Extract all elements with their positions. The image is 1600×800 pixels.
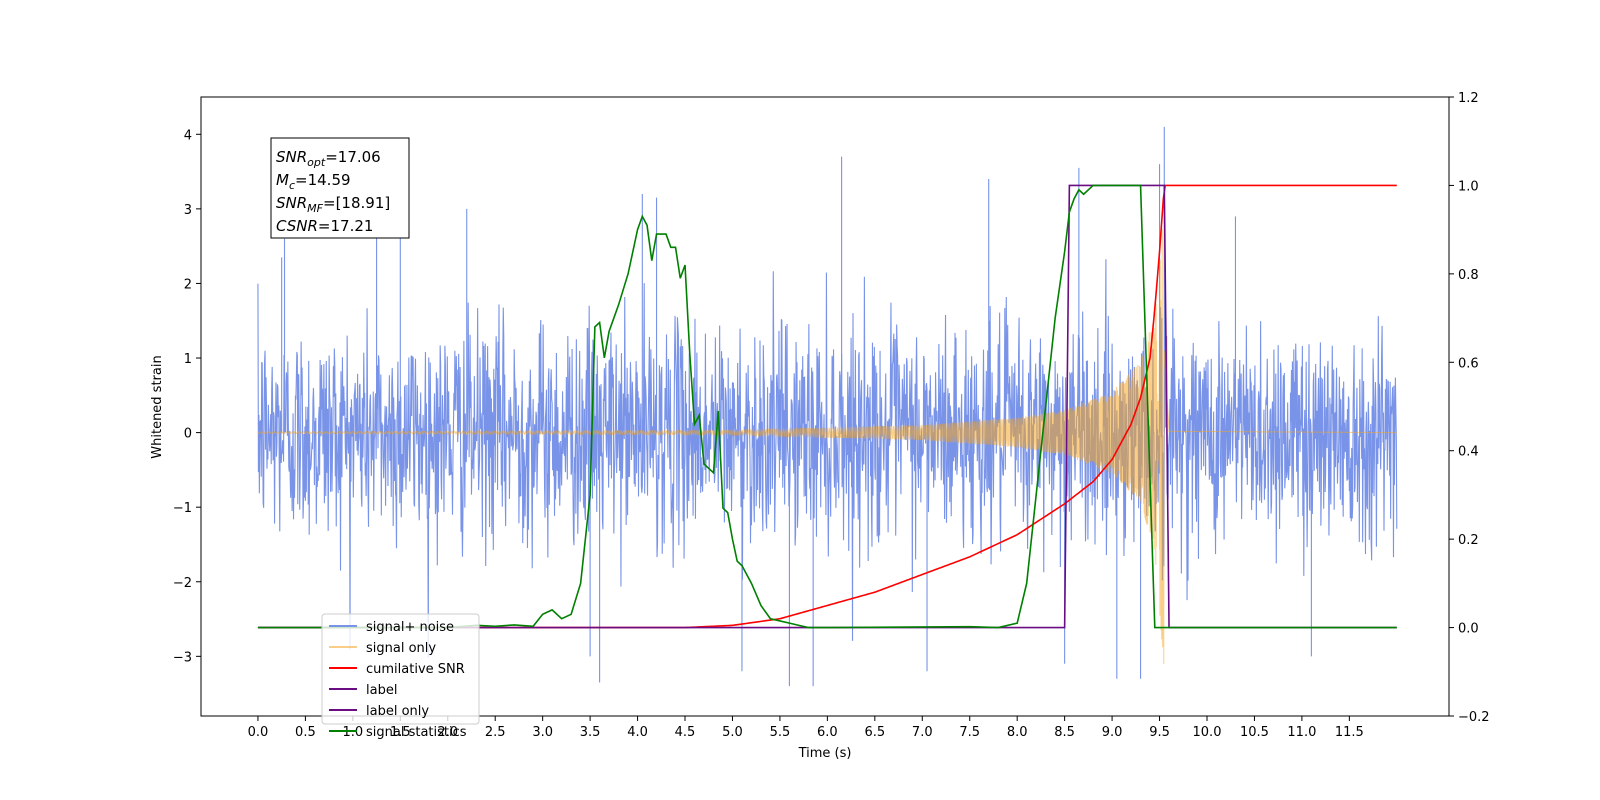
y2-tick-label: 1.2: [1458, 91, 1479, 106]
x-tick-label: 2.5: [485, 725, 506, 740]
x-tick-label: 7.0: [912, 725, 933, 740]
stats-box: SNRopt=17.06Mc=14.59SNRMF=[18.91]CSNR=17…: [270, 137, 410, 239]
legend-label: signal only: [366, 641, 436, 656]
stats-symbol: M: [276, 171, 289, 189]
stats-line: SNRMF=[18.91]: [276, 194, 390, 215]
stats-box-frame: [270, 137, 410, 239]
x-tick-label: 8.0: [1007, 725, 1028, 740]
x-tick-label: 4.5: [675, 725, 696, 740]
stats-symbol: SNR: [276, 194, 307, 212]
x-tick-label: 4.0: [627, 725, 648, 740]
series-signal-only-line: [257, 228, 1397, 664]
x-tick-label: 1.5: [390, 725, 411, 740]
stats-subscript: MF: [307, 202, 323, 215]
legend-label: label only: [366, 704, 429, 719]
stats-symbol: SNR: [276, 148, 307, 166]
x-tick-label: 2.0: [437, 725, 458, 740]
stats-line: SNRopt=17.06: [276, 148, 381, 169]
y2-tick-label: 0.4: [1458, 445, 1479, 460]
x-tick-label: 11.5: [1335, 725, 1364, 740]
y-axis-label: Whitened strain: [150, 355, 165, 458]
series-signal-statistics-line: [257, 184, 1397, 629]
legend-label: signal statistics: [366, 725, 467, 740]
x-tick-label: 9.5: [1149, 725, 1170, 740]
y2-tick-label: 1.0: [1458, 179, 1479, 194]
y2-tick-label: 0.8: [1458, 268, 1479, 283]
y-tick-label: 2: [184, 277, 192, 292]
legend: signal+ noise signal only cumilative SNR la…: [321, 613, 480, 740]
series-signal-noise-line: [257, 259, 1398, 658]
x-axis-label: Time (s): [798, 746, 852, 761]
y-tick-label: −3: [173, 650, 192, 665]
x-tick-label: 3.5: [580, 725, 601, 740]
x-tick-label: 6.0: [817, 725, 838, 740]
x-tick-label: 11.0: [1287, 725, 1316, 740]
y-tick-label: 3: [184, 203, 192, 218]
y-tick-label: 4: [184, 128, 192, 143]
y-tick-label: 0: [184, 427, 192, 442]
x-tick-label: 9.0: [1102, 725, 1123, 740]
legend-label: signal+ noise: [366, 620, 454, 635]
plot-frame: [200, 96, 1450, 717]
stats-value: =14.59: [295, 171, 351, 189]
stats-value: =17.21: [318, 217, 374, 235]
axes-layer: 0.0 0.5 1.0 1.5 2.0 2.5 3.0 3.5 4.0 4.5 5.0 5.5 6.0 6…: [173, 91, 1490, 740]
x-tick-label: 0.0: [248, 725, 269, 740]
x-tick-label: 10.0: [1193, 725, 1222, 740]
y2-tick-label: 0.2: [1458, 533, 1479, 548]
y2-tick-label: 0.0: [1458, 622, 1479, 637]
legend-label: label: [366, 683, 397, 698]
x-tick-label: 10.5: [1240, 725, 1269, 740]
legend-label: cumilative SNR: [366, 662, 465, 677]
stats-line: Mc=14.59: [276, 171, 351, 192]
stats-line: CSNR=17.21: [276, 217, 373, 235]
stats-value: =17.06: [325, 148, 381, 166]
stats-subscript: c: [289, 179, 295, 192]
x-tick-label: 0.5: [295, 725, 316, 740]
y2-tick-label: −0.2: [1458, 710, 1490, 725]
y-tick-label: 1: [184, 352, 192, 367]
y-tick-label: −1: [173, 501, 192, 516]
x-tick-label: 8.5: [1054, 725, 1075, 740]
y-tick-label: −2: [173, 576, 192, 591]
x-tick-label: 1.0: [343, 725, 364, 740]
legend-frame: [321, 613, 480, 725]
stats-symbol: CSNR: [276, 217, 318, 235]
series-layer: [257, 126, 1398, 687]
y2-tick-label: 0.6: [1458, 356, 1479, 371]
x-tick-label: 6.5: [864, 725, 885, 740]
stats-value: =[18.91]: [323, 194, 390, 212]
x-tick-label: 3.0: [532, 725, 553, 740]
x-tick-label: 5.0: [722, 725, 743, 740]
x-tick-label: 5.5: [770, 725, 791, 740]
x-tick-label: 7.5: [959, 725, 980, 740]
stats-subscript: opt: [307, 156, 326, 169]
